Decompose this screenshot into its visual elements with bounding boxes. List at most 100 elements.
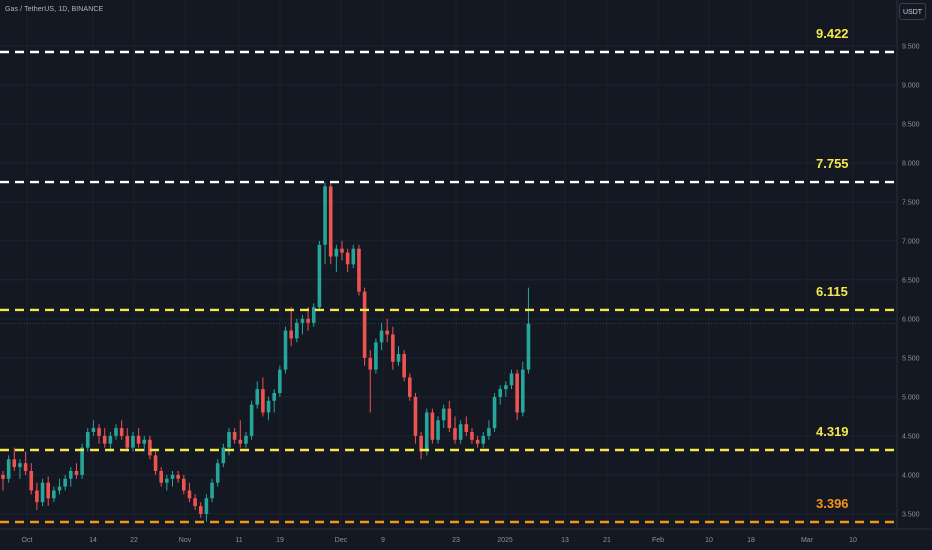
candle-body [385,330,389,335]
x-tick-label: 9 [381,537,385,544]
candle-body [402,353,406,378]
candle-body [481,435,486,444]
candle-body [232,431,237,440]
y-tick-label: 5.500 [902,355,920,362]
y-tick-label: 4.000 [902,472,920,479]
candle-body [368,357,373,370]
currency-badge[interactable]: USDT [899,3,926,20]
candle-body [447,408,452,429]
candle-body [396,353,401,362]
candle-body [470,431,474,440]
candle-body [6,459,11,479]
level-label: 4.319 [816,424,849,439]
candle-body [266,400,271,413]
x-tick-label: Oct [22,537,33,544]
y-tick-label: 8.500 [902,121,920,128]
y-tick-label: 6.000 [902,316,920,323]
candle-body [63,478,67,487]
candle-body [334,248,339,257]
x-tick-label: 18 [747,537,755,544]
candle-body [424,412,429,452]
candle-series [1,182,531,522]
candle-body [35,490,39,503]
candle-body [204,498,209,514]
candle-body [80,447,84,475]
candle-body [430,412,435,440]
level-label: 6.115 [816,284,848,299]
candle-body [244,435,248,444]
candle-body [458,424,463,440]
y-tick-label: 5.000 [902,394,920,401]
candle-body [278,369,282,393]
candle-body [108,435,113,444]
candle-body [40,482,45,503]
candle-body [419,435,423,452]
candle-body [193,498,197,507]
candle-body [498,389,502,397]
candle-body [272,392,276,401]
candle-body [85,431,90,448]
x-tick-label: Dec [335,537,348,544]
candle-body [408,377,412,397]
candle-body [69,470,73,479]
candle-body [289,330,293,339]
candle-body [323,186,327,245]
candle-body [148,439,152,456]
candle-body [198,506,203,514]
candle-body [300,318,305,323]
candle-body [142,439,147,444]
candle-body [328,186,333,257]
x-tick-label: 11 [235,537,242,544]
y-tick-label: 9.500 [902,43,920,50]
candle-body [515,373,519,413]
candle-body [379,330,384,343]
candle-body [12,459,17,468]
candle-body [306,318,310,323]
candle-body [125,435,130,448]
candle-body [29,470,34,491]
y-tick-label: 9.000 [902,82,920,89]
candle-body [114,428,118,436]
candle-body [57,486,62,491]
candle-body [391,334,395,362]
x-tick-label: 14 [89,537,97,544]
level-label: 7.755 [816,156,849,171]
candle-body [46,482,50,499]
candle-body [475,439,480,444]
candle-body [165,478,169,483]
candle-body [136,435,141,444]
x-tick-label: Feb [652,537,664,544]
candle-body [453,428,457,440]
candle-body [521,369,525,413]
candle-body [210,482,214,499]
x-tick-label: 13 [561,537,569,544]
y-tick-label: 6.500 [902,277,920,284]
x-tick-label: Nov [179,537,192,544]
candle-body [351,248,356,265]
candle-body [464,424,469,432]
x-tick-label: 23 [452,537,460,544]
candle-body [441,408,446,421]
symbol-title: Gas / TetherUS, 1D, BINANCE [5,6,104,13]
chart-grid [0,45,897,515]
candle-body [182,478,186,491]
x-tick-label: 21 [603,537,611,544]
x-tick-label: Mar [801,537,814,544]
candle-body [131,435,135,448]
candle-body [317,244,322,308]
candle-body [74,470,79,475]
candle-body [526,323,531,370]
candle-body [311,307,316,323]
candle-body [492,396,497,429]
candle-body [102,435,107,444]
candle-body [153,455,158,471]
candle-body [295,322,299,339]
candle-body [170,474,175,479]
candle-body [509,373,514,386]
candle-body [91,428,96,432]
y-tick-label: 7.500 [902,199,920,206]
candle-body [261,389,265,413]
candle-body [159,470,163,483]
candle-body [374,342,378,370]
